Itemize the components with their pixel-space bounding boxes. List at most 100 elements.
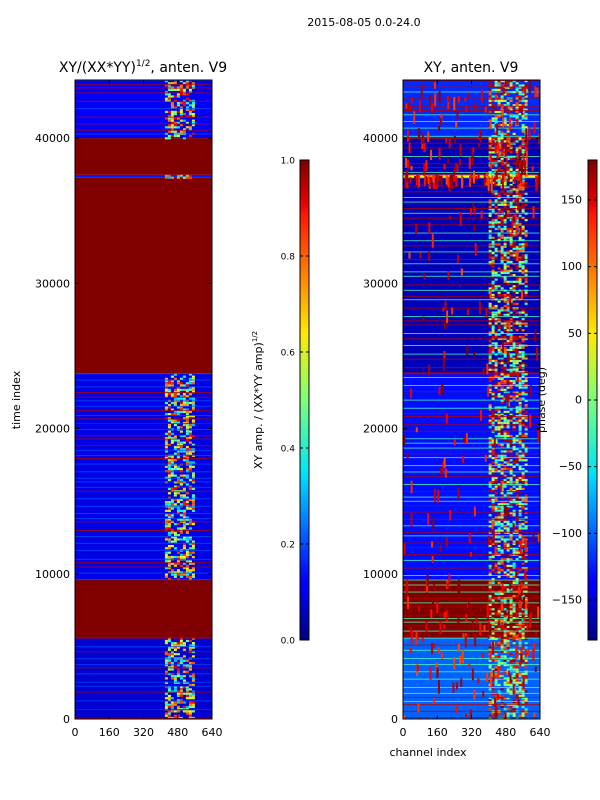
heatmap-cell (506, 342, 510, 345)
heatmap-cell (506, 329, 510, 332)
heatmap-cell (503, 432, 507, 435)
heatmap-cell (521, 106, 525, 109)
heatmap-cell (173, 644, 177, 647)
heatmap-cell (488, 362, 492, 365)
heatmap-cell (173, 80, 177, 83)
heatmap-cell (521, 113, 525, 116)
heatmap-cell (515, 406, 519, 409)
heatmap-cell (494, 219, 498, 222)
heatmap-cell (494, 119, 498, 122)
heatmap-cell (173, 485, 177, 488)
heatmap-cell (497, 249, 501, 253)
heatmap-cell (465, 613, 468, 622)
heatmap-cell (501, 106, 504, 117)
heatmap-cell (176, 174, 180, 177)
heatmap-cell (176, 393, 180, 396)
heatmap-cell (182, 441, 186, 444)
heatmap-cell (408, 142, 411, 153)
heatmap-cell (524, 498, 528, 501)
heatmap-cell (524, 434, 528, 438)
heatmap-cell (521, 151, 525, 154)
heatmap-cell (512, 84, 516, 87)
heatmap-cell (497, 132, 501, 135)
heatmap-cell (500, 388, 504, 391)
heatmap-cell (509, 249, 513, 253)
heatmap-cell (500, 335, 504, 338)
heatmap-cell (488, 496, 492, 499)
heatmap-cell (509, 230, 513, 233)
heatmap-cell (167, 518, 171, 521)
heatmap-cell (491, 99, 495, 102)
heatmap-cell (167, 390, 171, 394)
heatmap-cell (506, 538, 510, 541)
heatmap-cell (520, 161, 523, 175)
heatmap-cell (507, 670, 510, 677)
heatmap-cell (494, 454, 498, 457)
heatmap-cell (497, 699, 501, 702)
heatmap-cell (506, 481, 510, 484)
heatmap-cell (488, 84, 492, 87)
heatmap-cell (167, 653, 171, 656)
heatmap-cell (506, 505, 510, 508)
heatmap-cell (512, 500, 516, 504)
heatmap-cell (437, 647, 440, 654)
heatmap-cell (524, 664, 528, 667)
heatmap-cell (488, 245, 492, 248)
heatmap-cell (191, 390, 195, 394)
heatmap-cell (500, 80, 504, 83)
heatmap-cell (188, 487, 192, 490)
heatmap-cell (173, 571, 177, 574)
heatmap-cell (173, 690, 177, 693)
heatmap-cell (497, 426, 501, 429)
heatmap-cell (185, 432, 189, 435)
heatmap-cell (512, 291, 516, 294)
heatmap-cell (494, 132, 498, 135)
heatmap-cell (182, 681, 186, 684)
heatmap-cell (500, 157, 504, 161)
heatmap-cell (512, 511, 516, 515)
heatmap-cell (503, 86, 507, 89)
heatmap-cell (185, 401, 189, 405)
heatmap-cell (524, 690, 528, 693)
heatmap-cell (506, 386, 510, 389)
heatmap-cell (179, 690, 183, 693)
heatmap-cell (506, 302, 510, 305)
heatmap-cell (488, 470, 492, 473)
heatmap-cell (173, 448, 177, 451)
heatmap-cell (164, 174, 168, 177)
heatmap-cell (509, 575, 513, 578)
heatmap-cell (509, 348, 513, 352)
heatmap-cell (443, 351, 446, 359)
heatmap-cell (179, 463, 183, 466)
heatmap-cell (497, 88, 501, 91)
heatmap-cell (185, 97, 189, 100)
heatmap-row-stripe (403, 664, 540, 666)
heatmap-cell (521, 421, 525, 424)
heatmap-cell (164, 456, 168, 460)
heatmap-cell (488, 260, 492, 264)
heatmap-cell (179, 564, 183, 567)
heatmap-cell (494, 536, 498, 539)
heatmap-row-stripe (403, 385, 540, 387)
heatmap-cell (424, 175, 427, 184)
heatmap-cell (515, 434, 519, 438)
heatmap-cell (173, 404, 177, 407)
heatmap-cell (491, 282, 495, 286)
panel1-ylabel: time index (10, 370, 23, 429)
heatmap-cell (503, 243, 507, 246)
heatmap-cell (503, 716, 507, 719)
heatmap-cell (188, 423, 192, 427)
heatmap-cell (524, 470, 528, 473)
heatmap-cell (515, 448, 519, 451)
heatmap-cell (176, 443, 180, 446)
heatmap-cell (176, 701, 180, 704)
heatmap-cell (521, 481, 525, 484)
heatmap-cell (185, 410, 189, 413)
heatmap-cell (505, 208, 508, 217)
heatmap-cell (182, 459, 186, 462)
heatmap-cell (515, 194, 519, 198)
heatmap-cell (170, 531, 174, 534)
heatmap-cell (521, 690, 525, 693)
heatmap-cell (488, 102, 492, 105)
heatmap-cell (173, 423, 177, 427)
